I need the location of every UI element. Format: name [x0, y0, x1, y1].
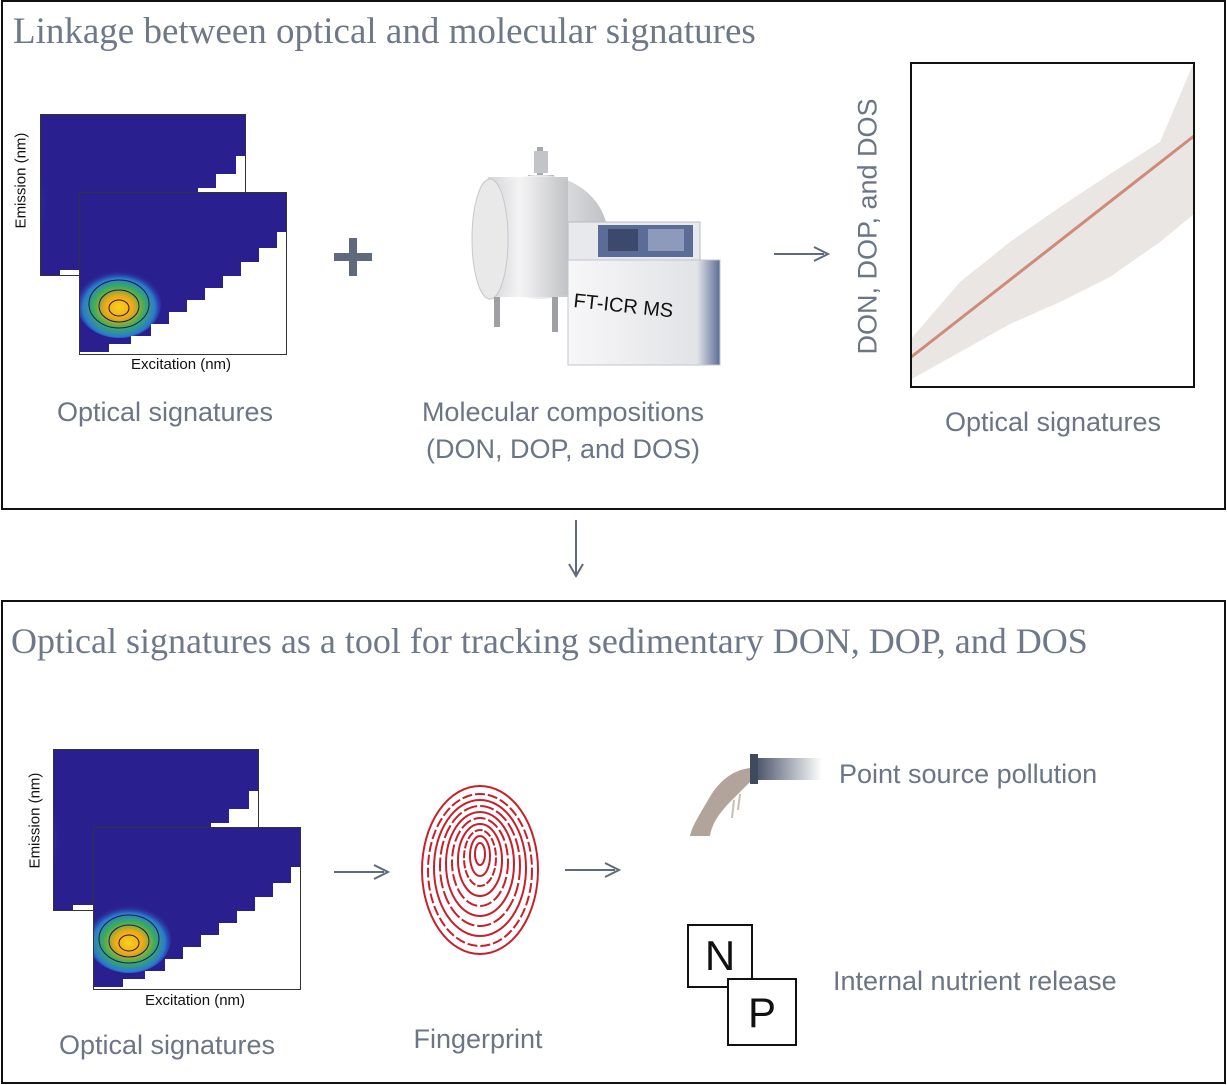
eem-top-caption: Optical signatures — [56, 397, 274, 427]
eem-front-plot — [79, 192, 287, 355]
pipe-outflow-icon — [690, 754, 822, 836]
eem-front-plot-bottom — [93, 827, 301, 990]
point-source-label: Point source pollution — [839, 759, 1098, 789]
instrument-caption-line1: Molecular compositions — [421, 397, 705, 427]
regression-plot — [910, 62, 1195, 388]
instrument-caption-line2: (DON, DOP, and DOS) — [425, 434, 701, 464]
eem-stack-bottom: Emission (nm) Excitation (nm) — [23, 747, 313, 1017]
regression-y-label: DON, DOP, and DOS — [852, 98, 883, 355]
arrow-right-icon — [334, 864, 391, 880]
fingerprint-icon — [421, 785, 539, 955]
p-letter-box: P — [727, 978, 797, 1046]
arrow-right-icon — [565, 862, 622, 878]
arrow-right-icon — [774, 246, 831, 262]
eem-top-x-label: Excitation (nm) — [131, 356, 232, 373]
confidence-band — [910, 62, 1194, 380]
eem-stack-top: Emission (nm) Excitation (nm) — [11, 112, 301, 382]
arrow-down-icon — [568, 520, 584, 578]
bottom-panel-title: Optical signatures as a tool for trackin… — [11, 621, 1088, 661]
regression-line — [910, 134, 1195, 360]
eem-top-y-label: Emission (nm) — [12, 132, 30, 229]
eem-bottom-y-label: Emission (nm) — [26, 772, 44, 869]
bottom-panel: Optical signatures as a tool for trackin… — [1, 600, 1226, 1084]
top-panel: Linkage between optical and molecular si… — [1, 0, 1226, 510]
ft-icr-ms-instrument-icon: FT-ICR MS — [471, 147, 721, 366]
fingerprint-caption: Fingerprint — [413, 1024, 543, 1054]
regression-x-caption: Optical signatures — [944, 407, 1162, 437]
eem-bottom-x-label: Excitation (nm) — [145, 992, 246, 1009]
top-panel-title: Linkage between optical and molecular si… — [13, 11, 756, 52]
internal-release-label: Internal nutrient release — [833, 966, 1117, 996]
plus-icon — [334, 238, 372, 276]
eem-bottom-caption: Optical signatures — [58, 1030, 276, 1060]
n-letter-box: N — [687, 924, 753, 988]
